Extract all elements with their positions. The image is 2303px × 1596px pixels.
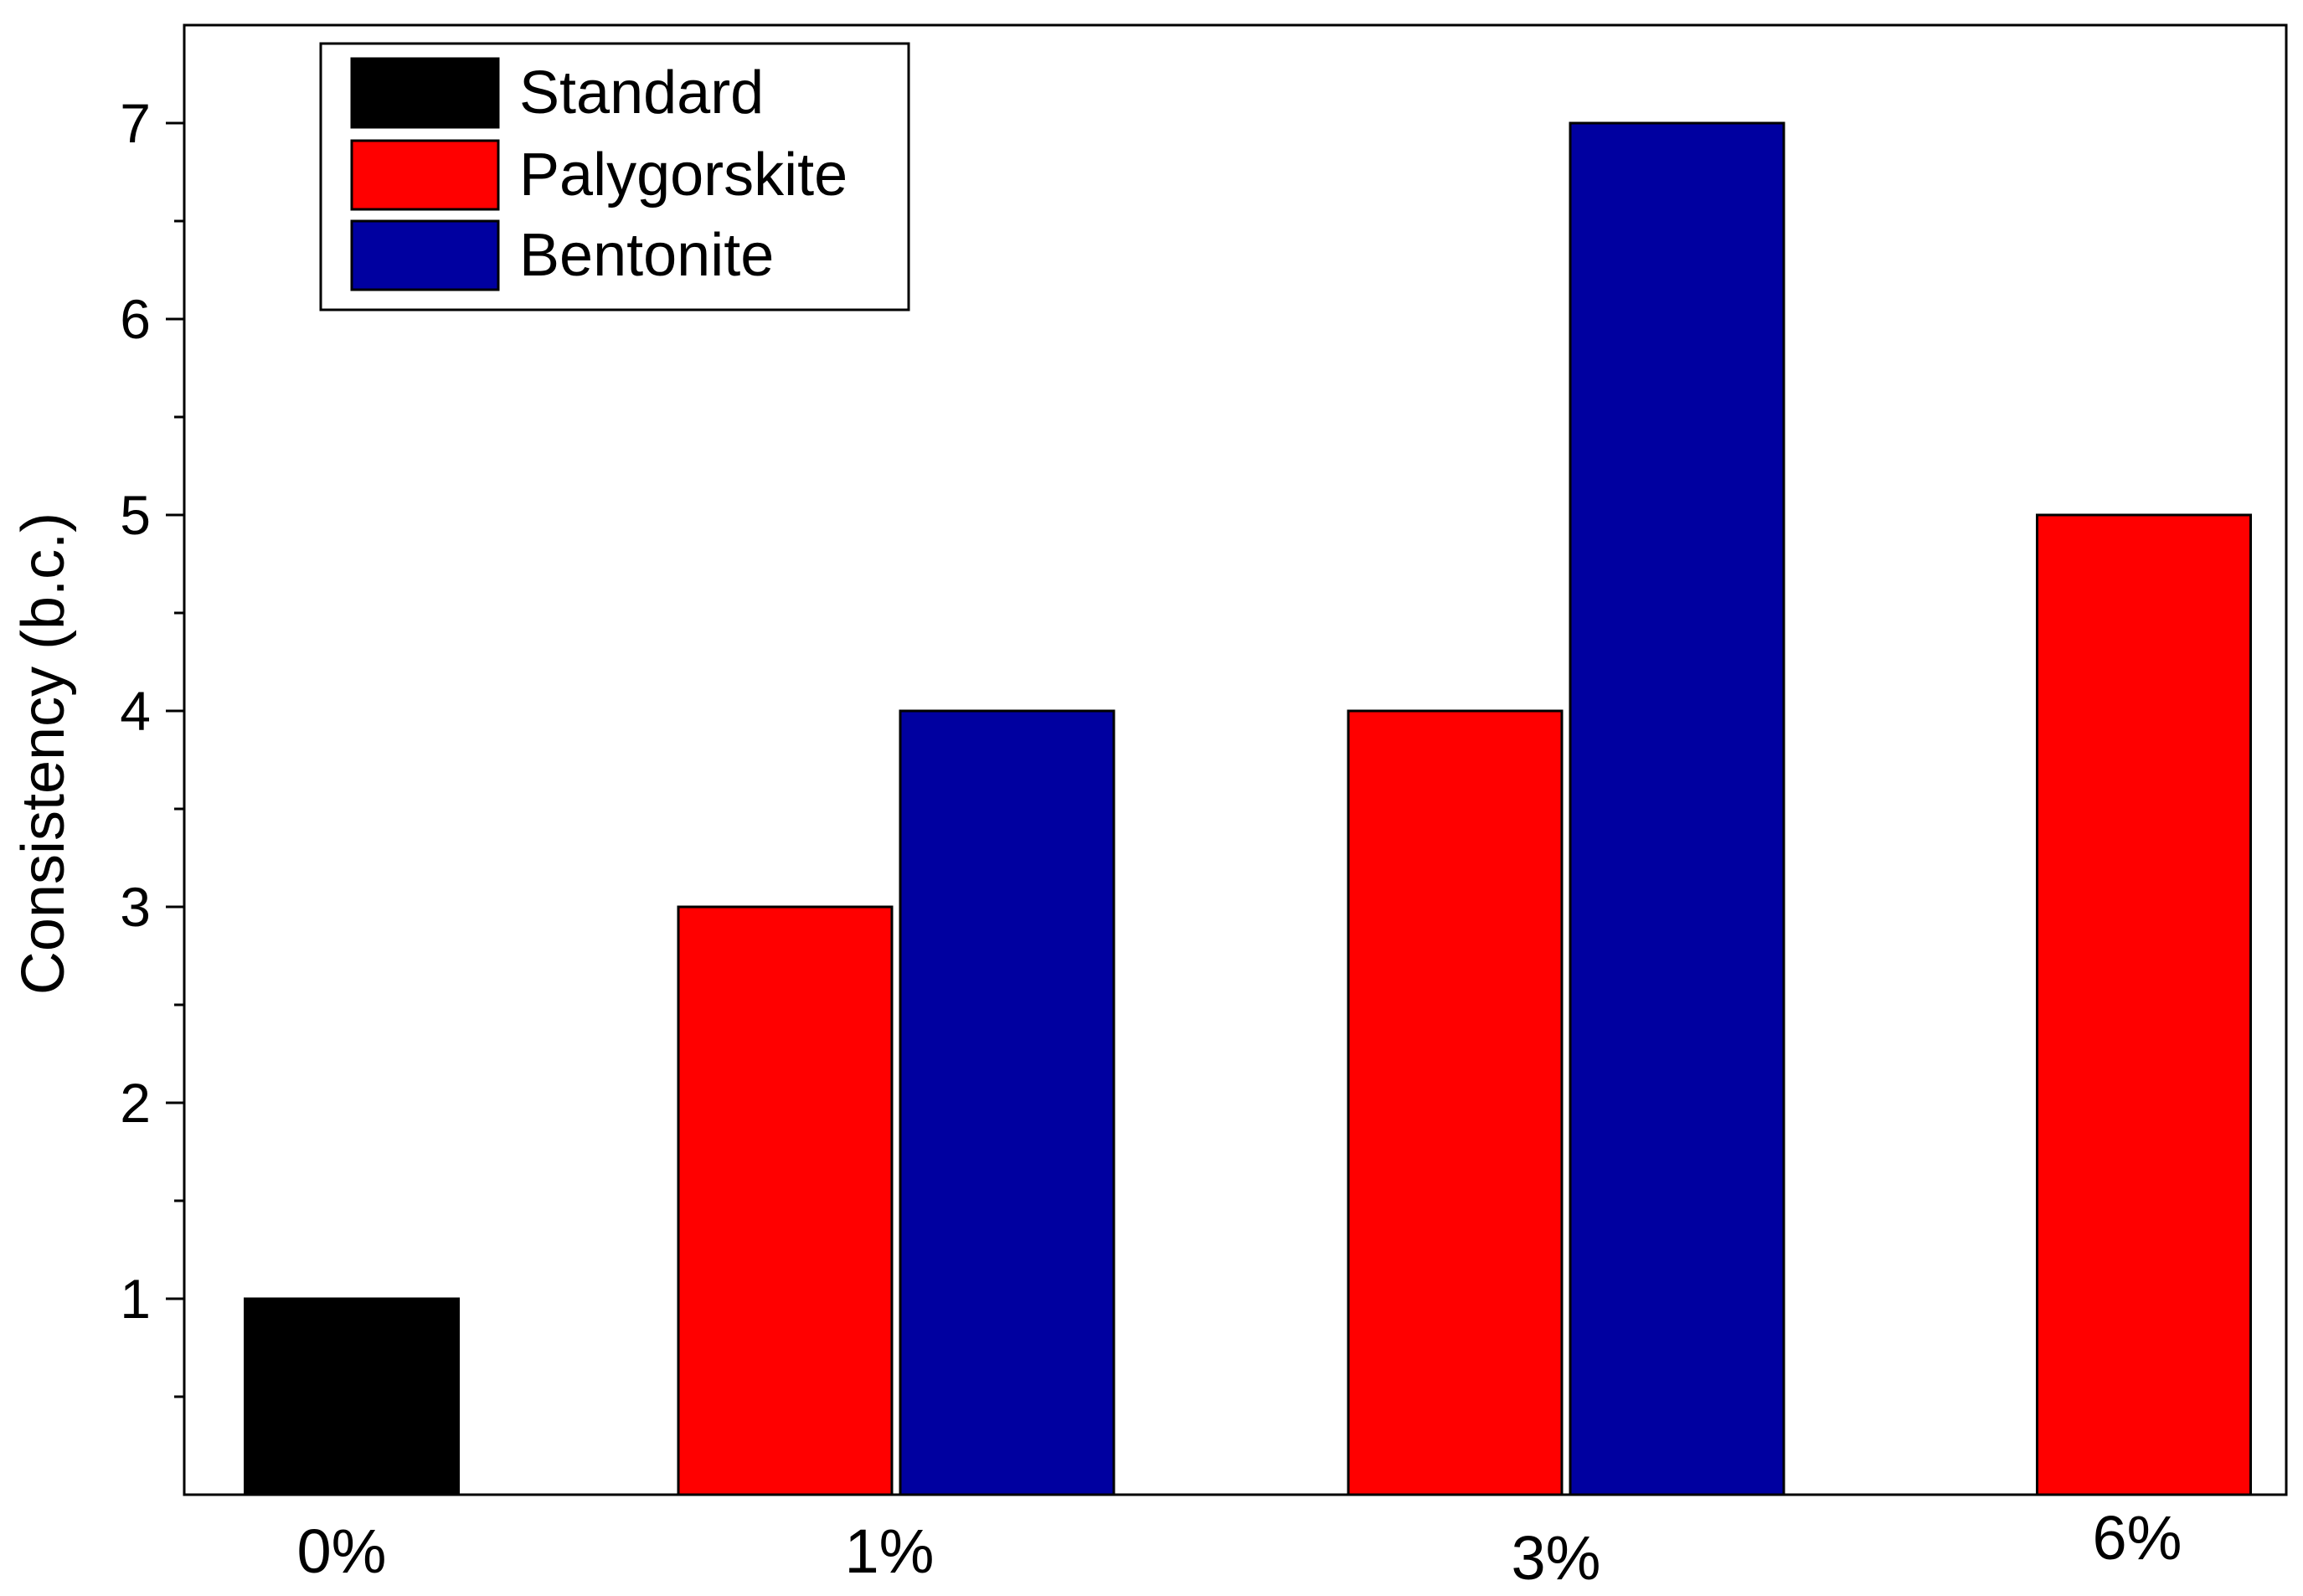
y-tick-label: 3 (120, 876, 151, 938)
bar-standard-0pct (244, 1297, 460, 1496)
x-tick-label: 0% (297, 1516, 387, 1586)
y-tick-label: 4 (120, 680, 151, 742)
legend-swatch-standard (350, 57, 500, 129)
y-tick-label: 2 (120, 1072, 151, 1134)
x-axis-labels: 0% 1% 3% 6% (297, 1503, 2182, 1593)
bar-palygorskite-3pct (1347, 709, 1564, 1496)
y-tick-label: 5 (120, 484, 151, 546)
legend-label-standard: Standard (519, 59, 764, 126)
legend-label-palygorskite: Palygorskite (519, 142, 848, 209)
bar-bentonite-3pct (1569, 121, 1785, 1496)
x-tick-label: 3% (1512, 1523, 1601, 1593)
y-tick-label: 1 (120, 1268, 151, 1330)
x-tick-label: 6% (2093, 1503, 2182, 1573)
legend: Standard Palygorskite Bentonite (319, 42, 910, 311)
bars-layer (244, 121, 2252, 1496)
bar-bentonite-1pct (899, 709, 1115, 1496)
legend-swatch-bentonite (350, 219, 500, 291)
legend-label-bentonite: Bentonite (519, 222, 774, 289)
y-tick-label: 7 (120, 92, 151, 154)
plot-frame (183, 23, 2288, 1496)
bar-palygorskite-6pct (2036, 513, 2252, 1496)
y-axis-ticks: 1 2 3 4 5 6 7 (120, 92, 184, 1398)
y-axis-title: Consistency (b.c.) (10, 512, 77, 995)
y-tick-label: 6 (120, 288, 151, 350)
bar-palygorskite-1pct (677, 905, 894, 1496)
legend-swatch-palygorskite (350, 139, 500, 211)
x-tick-label: 1% (845, 1516, 935, 1586)
